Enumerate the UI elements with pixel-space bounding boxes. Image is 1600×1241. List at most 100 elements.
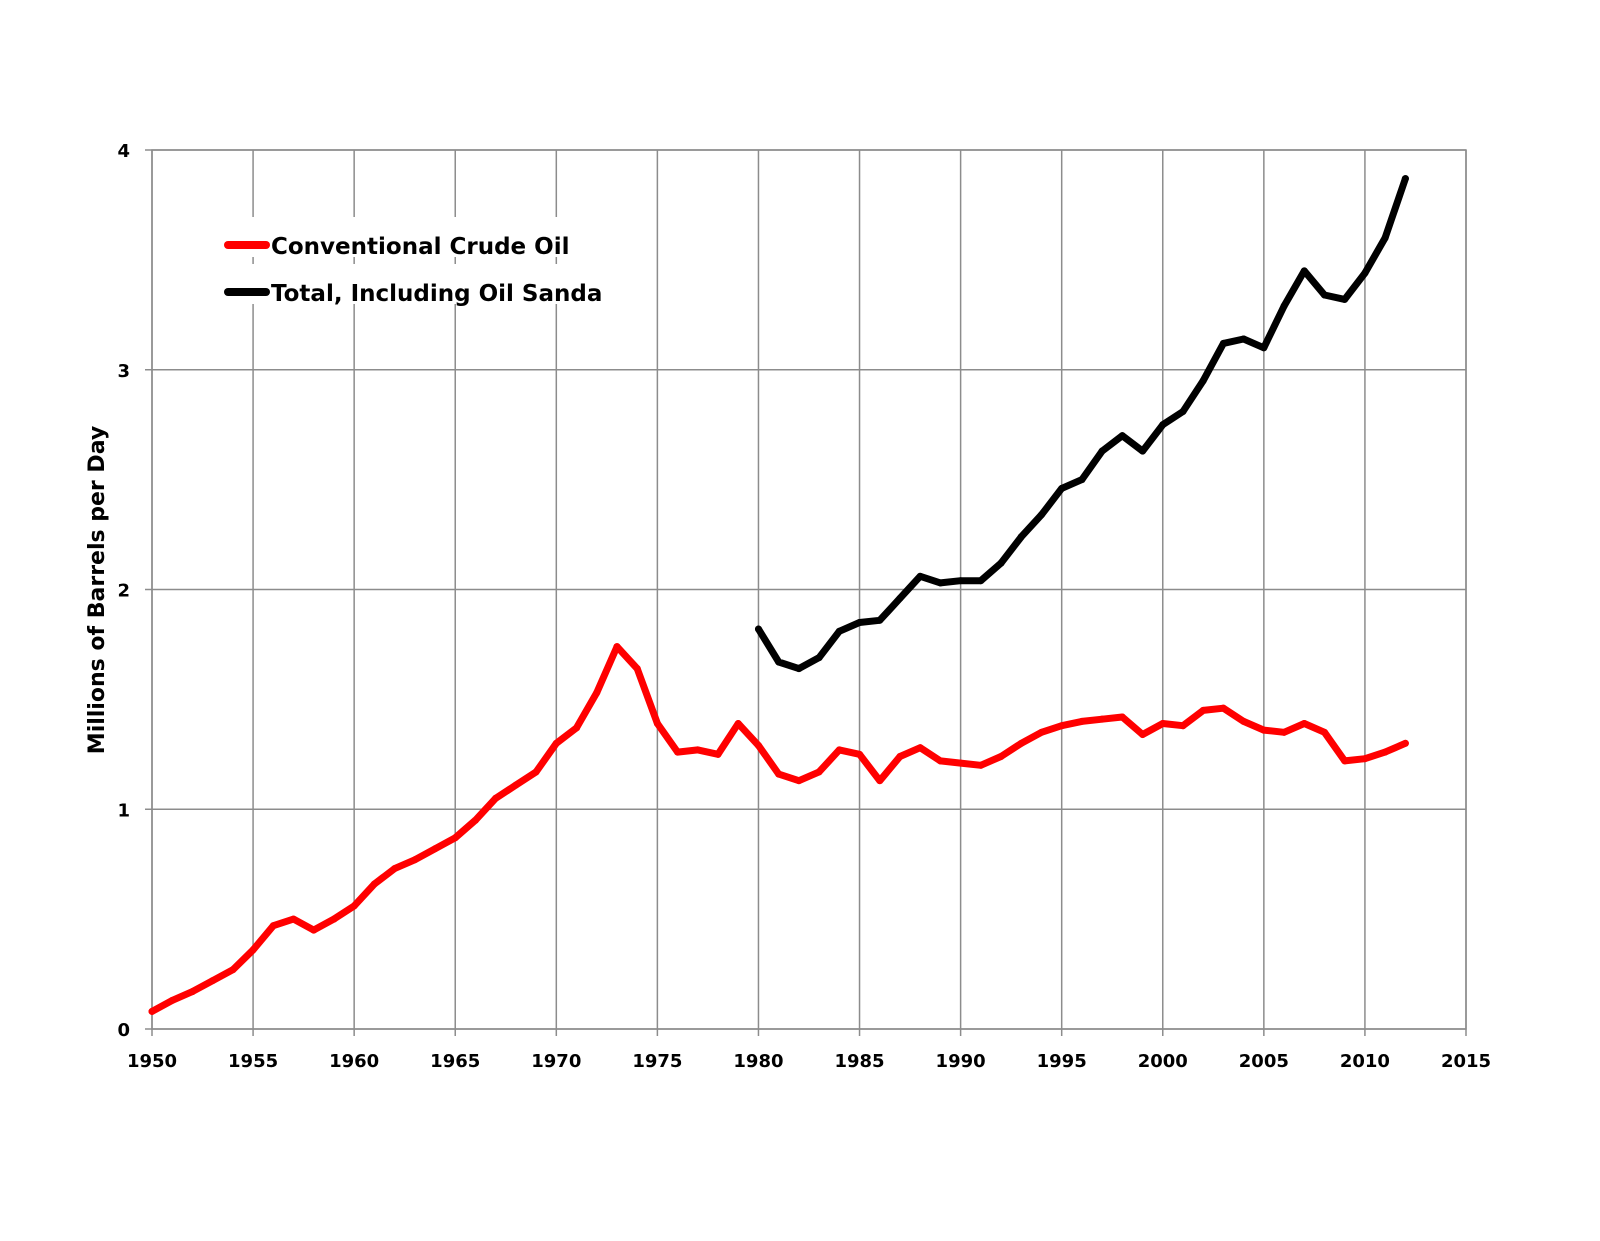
data-point-0-1975: [653, 720, 661, 728]
legend-background: [218, 217, 578, 257]
data-point-0-2002: [1199, 706, 1207, 714]
data-point-0-1997: [1098, 715, 1106, 723]
data-point-0-1968: [512, 781, 520, 789]
data-point-1-2004: [1240, 335, 1248, 343]
data-point-1-1989: [936, 579, 944, 587]
data-point-1-2006: [1280, 302, 1288, 310]
x-tick-label: 1990: [936, 1051, 986, 1072]
data-point-1-1995: [1058, 484, 1066, 492]
data-point-0-1969: [532, 768, 540, 776]
axes: [145, 149, 1467, 1036]
data-point-0-2010: [1361, 755, 1369, 763]
legend-background: [218, 264, 578, 304]
data-point-0-1955: [249, 946, 257, 954]
data-point-1-1985: [856, 618, 864, 626]
data-point-0-1981: [775, 770, 783, 778]
data-point-1-1988: [916, 572, 924, 580]
data-point-0-2000: [1159, 720, 1167, 728]
x-tick-label: 1985: [834, 1051, 884, 1072]
series-line-1: [755, 175, 1409, 673]
data-point-0-1976: [674, 748, 682, 756]
data-point-0-1960: [350, 902, 358, 910]
data-point-0-1988: [916, 744, 924, 752]
data-point-0-1965: [451, 834, 459, 842]
x-tick-label: 1980: [733, 1051, 783, 1072]
data-point-0-2011: [1381, 748, 1389, 756]
x-tick-label: 2005: [1239, 1051, 1289, 1072]
data-point-1-2002: [1199, 377, 1207, 385]
data-point-0-2008: [1320, 728, 1328, 736]
data-point-1-2011: [1381, 234, 1389, 242]
data-point-1-1994: [1037, 511, 1045, 519]
data-point-1-1991: [977, 577, 985, 585]
x-tick-label: 2015: [1441, 1051, 1491, 1072]
y-tick-label: 0: [117, 1020, 130, 1041]
data-point-1-1981: [775, 658, 783, 666]
y-tick-label: 3: [117, 361, 130, 382]
legend-entry-label: Total, Including Oil Sanda: [271, 281, 602, 307]
x-tick-label: 1965: [430, 1051, 480, 1072]
data-point-1-2012: [1401, 175, 1409, 183]
data-point-1-1992: [997, 559, 1005, 567]
x-tick-label: 2000: [1138, 1051, 1188, 1072]
data-point-0-2004: [1240, 717, 1248, 725]
data-point-0-1953: [209, 977, 217, 985]
data-point-0-1970: [552, 739, 560, 747]
data-point-0-1996: [1078, 717, 1086, 725]
data-point-0-1993: [1017, 739, 1025, 747]
legend: Conventional Crude Oil Total, Including O…: [218, 217, 602, 307]
data-point-0-1978: [714, 750, 722, 758]
data-point-0-2005: [1260, 726, 1268, 734]
x-tick-label: 1975: [632, 1051, 682, 1072]
data-point-1-1982: [795, 665, 803, 673]
data-point-1-1996: [1078, 476, 1086, 484]
data-point-0-1961: [370, 880, 378, 888]
y-axis-title: Millions of Barrels per Day: [85, 426, 110, 754]
data-point-1-1984: [835, 627, 843, 635]
data-point-1-1983: [815, 654, 823, 662]
data-point-1-1987: [896, 594, 904, 602]
data-point-0-2003: [1219, 704, 1227, 712]
plot-frame: [151, 149, 1467, 1030]
series-line-0: [148, 643, 1409, 1015]
data-point-0-1992: [997, 753, 1005, 761]
series-points-0: [148, 643, 1409, 1015]
data-point-1-1990: [957, 577, 965, 585]
data-point-0-1974: [633, 665, 641, 673]
data-point-0-1966: [471, 816, 479, 824]
series-lines: [148, 175, 1409, 1015]
data-point-0-1954: [229, 966, 237, 974]
data-point-0-1985: [856, 750, 864, 758]
data-point-0-2007: [1300, 720, 1308, 728]
data-point-0-1950: [148, 1007, 156, 1015]
data-point-0-1983: [815, 768, 823, 776]
data-point-0-1990: [957, 759, 965, 767]
data-point-0-1973: [613, 643, 621, 651]
data-point-1-1999: [1139, 447, 1147, 455]
data-point-0-1986: [876, 777, 884, 785]
data-point-0-1972: [593, 689, 601, 697]
data-point-0-1962: [391, 865, 399, 873]
x-tick-label: 1950: [127, 1051, 177, 1072]
data-point-1-1980: [754, 625, 762, 633]
data-point-0-1987: [896, 753, 904, 761]
data-point-1-2009: [1341, 295, 1349, 303]
data-point-1-2010: [1361, 269, 1369, 277]
legend-entry-label: Conventional Crude Oil: [271, 234, 569, 260]
data-point-0-1984: [835, 746, 843, 754]
data-point-0-1967: [492, 794, 500, 802]
data-point-0-1982: [795, 777, 803, 785]
data-point-0-2012: [1401, 739, 1409, 747]
data-point-0-1977: [694, 746, 702, 754]
x-tick-label: 1995: [1037, 1051, 1087, 1072]
data-point-0-1995: [1058, 722, 1066, 730]
data-point-0-1959: [330, 915, 338, 923]
data-point-0-1958: [310, 926, 318, 934]
data-point-1-1997: [1098, 447, 1106, 455]
x-tick-label: 2010: [1340, 1051, 1390, 1072]
data-point-1-2007: [1300, 267, 1308, 275]
data-point-1-1986: [876, 616, 884, 624]
x-tick-label: 1955: [228, 1051, 278, 1072]
data-point-0-1956: [269, 922, 277, 930]
